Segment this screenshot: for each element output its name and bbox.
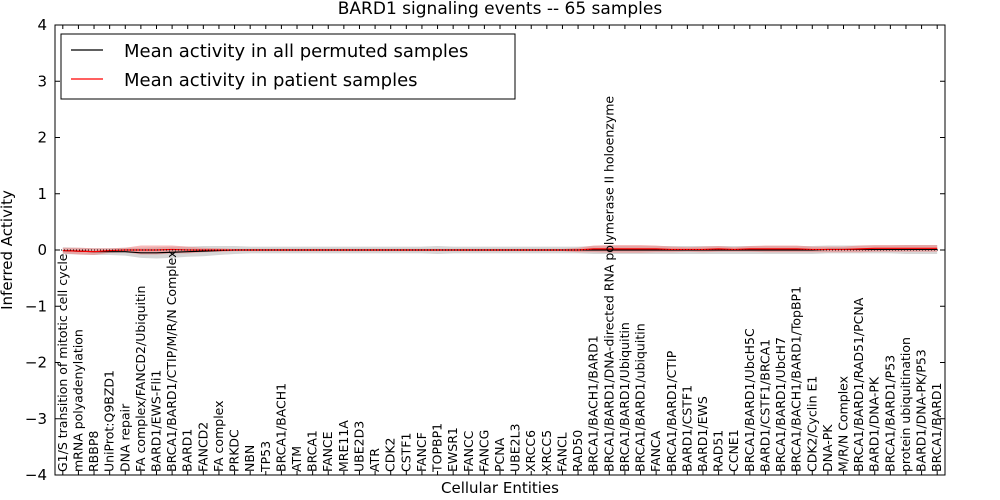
entity-label: ATM [289,446,304,472]
entity-label: TP53 [258,441,273,473]
y-tick-label: −2 [25,354,47,372]
legend-label: Mean activity in all permuted samples [124,41,468,62]
entity-label: RAD50 [570,430,585,472]
y-tick-label: 1 [37,185,47,203]
y-tick-label: 0 [37,241,47,259]
y-tick-label: 2 [37,129,47,147]
entity-label: BRCA1/BARD1/RAD51/PCNA [851,297,866,472]
x-axis-label: Cellular Entities [441,479,559,497]
entity-label: PRKDC [227,429,242,472]
entity-label: FANCF [414,432,429,472]
entity-label: BARD1/CSTF1 [679,385,694,472]
y-tick-label: −4 [25,466,47,484]
entity-label: FANCL [554,432,569,472]
entity-label: BRCA1/BARD1/UbcH7 [773,337,788,472]
entity-label: FANCE [320,431,335,472]
entity-label: BRCA1/BACH1/BARD1/TopBP1 [789,286,804,472]
entity-label: FANCC [461,430,476,472]
entity-label: BARD1/EWS-Fli1 [148,370,163,472]
y-tick-label: −3 [25,410,47,428]
y-tick-label: 4 [37,16,47,34]
x-axis-ticks [62,25,938,475]
plot-frame [54,24,946,476]
entity-label: XRCC6 [523,430,538,472]
entity-label: mRNA polyadenylation [70,329,85,472]
entity-label: UBE2D3 [351,421,366,472]
entity-label: CSTF1 [398,433,413,472]
entity-label: RBBP8 [86,431,101,472]
entity-label: BRCA1/BARD1/CTIP [664,350,679,472]
entity-label: BARD1 [180,429,195,472]
entity-label: protein ubiquitination [898,337,913,472]
entity-label: ATR [367,448,382,472]
entity-label: BRCA1/BARD1/ubiquitin [633,323,648,472]
entity-label: BRCA1/BARD1/UbcH5C [742,328,757,472]
entity-label: BRCA1/BARD1/Ubiquitin [617,322,632,472]
entity-label: BARD1/CSTF1/BRCA1 [757,339,772,472]
entity-label: FANCG [476,430,491,472]
entity-label: DNA-PK [820,424,835,472]
entity-label: CDK2 [383,437,398,472]
entity-label: NBN [242,445,257,472]
entity-label: BRCA1/BARD1/P53 [882,355,897,472]
entity-label: PCNA [492,437,507,472]
entity-label: M/R/N Complex [836,376,851,472]
y-axis-label: Inferred Activity [0,190,16,310]
entity-label: BRCA1/BARD1 [929,383,944,472]
entity-label: FA complex [211,400,226,472]
entity-label: FANCA [648,430,663,472]
legend-box [60,33,516,100]
entity-label: BRCA1/BACH1/BARD1 [586,335,601,472]
y-tick-label: 3 [37,72,47,90]
entity-label: EWSR1 [445,427,460,472]
entity-label: BRCA1/BARD1/DNA-directed RNA polymerase … [601,96,616,472]
chart-title: BARD1 signaling events -- 65 samples [338,0,663,19]
entity-label: BARD1/DNA-PK/P53 [914,349,929,472]
entity-label: FANCD2 [195,422,210,472]
entity-label: UniProt:Q9BZD1 [102,370,117,472]
entity-labels: G1/S transition of mitotic cell cycle mRN… [55,96,944,473]
legend: Mean activity in all permuted samples Mea… [60,33,516,100]
legend-label: Mean activity in patient samples [124,70,418,91]
y-tick-label: −1 [25,297,47,315]
entity-label: BARD1/EWS [695,396,710,472]
entity-label: BRCA1/BARD1/CTIP/M/R/N Complex [164,250,179,472]
entity-label: XRCC5 [539,430,554,472]
entity-label: BRCA1 [305,430,320,472]
entity-label: FA complex/FANCD2/Ubiquitin [133,286,148,472]
entity-label: BARD1/DNA-PK [867,376,882,472]
entity-label: BRCA1/BACH1 [273,383,288,472]
y-axis-ticks: 4 3 2 1 0 −1 −2 −3 −4 [25,16,945,484]
entity-label: DNA repair [117,403,132,472]
entity-label: MRE11A [336,420,351,472]
entity-label: CDK2/Cyclin E1 [804,376,819,472]
entity-label: UBE2L3 [508,424,523,473]
entity-label: G1/S transition of mitotic cell cycle [55,253,70,472]
entity-label: CCNE1 [726,429,741,472]
entity-label: TOPBP1 [430,423,445,473]
entity-label: RAD51 [711,430,726,472]
